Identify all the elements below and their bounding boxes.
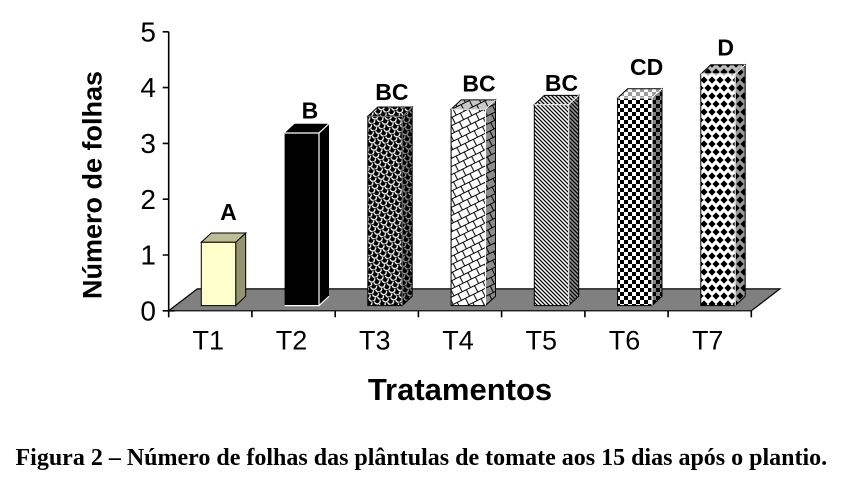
- svg-text:A: A: [220, 199, 237, 225]
- svg-text:4: 4: [140, 72, 156, 103]
- svg-text:T7: T7: [692, 326, 724, 356]
- svg-text:Número de folhas: Número de folhas: [78, 71, 108, 299]
- svg-text:T1: T1: [193, 326, 225, 356]
- svg-text:T2: T2: [276, 326, 308, 356]
- svg-text:5: 5: [140, 16, 156, 47]
- svg-text:T6: T6: [609, 326, 641, 356]
- svg-text:BC: BC: [462, 71, 495, 97]
- svg-text:3: 3: [140, 128, 156, 159]
- svg-text:B: B: [302, 98, 319, 124]
- svg-text:T5: T5: [526, 326, 558, 356]
- svg-text:D: D: [717, 34, 734, 60]
- svg-text:BC: BC: [375, 79, 408, 105]
- svg-text:CD: CD: [630, 54, 663, 80]
- svg-text:T4: T4: [442, 326, 474, 356]
- svg-text:T3: T3: [359, 326, 391, 356]
- svg-text:Figura 2 – Número de folhas da: Figura 2 – Número de folhas das plântula…: [16, 445, 828, 471]
- svg-text:BC: BC: [545, 70, 578, 96]
- svg-text:2: 2: [140, 184, 156, 215]
- svg-text:0: 0: [140, 295, 156, 326]
- svg-text:1: 1: [140, 240, 156, 271]
- svg-text:Tratamentos: Tratamentos: [368, 372, 552, 407]
